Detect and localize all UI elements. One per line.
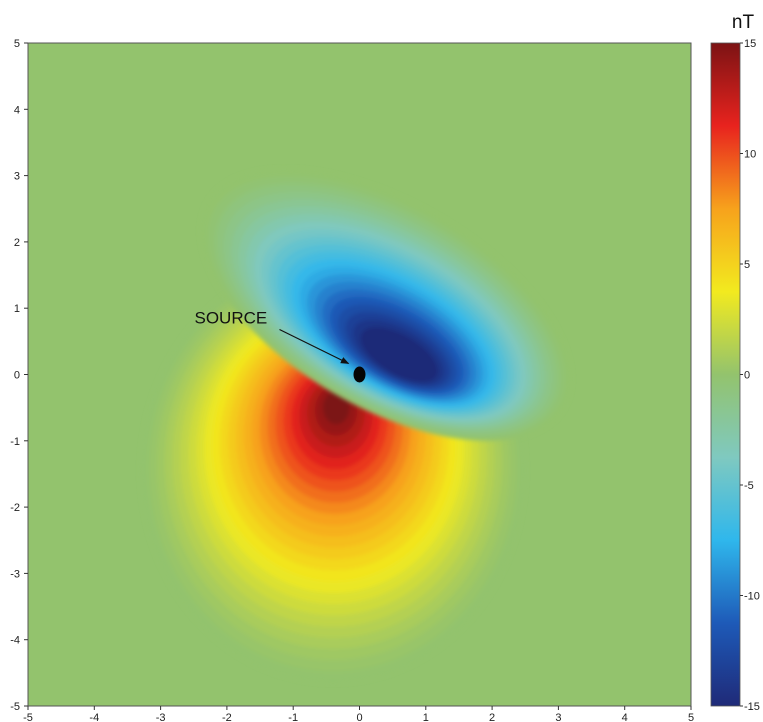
y-tick-label: 0	[14, 370, 20, 382]
colorbar-unit: nT	[732, 12, 755, 33]
y-tick-label: -4	[10, 635, 20, 647]
x-tick-label: 1	[423, 712, 429, 722]
x-tick-label: 4	[622, 712, 628, 722]
colorbar-tick-label: -15	[744, 701, 760, 713]
x-tick-label: -2	[222, 712, 232, 722]
source-label: SOURCE	[195, 309, 268, 328]
source-marker	[353, 366, 366, 383]
plot-area	[27, 42, 692, 707]
y-tick-label: 5	[14, 38, 20, 50]
x-tick-label: -3	[156, 712, 166, 722]
y-tick-label: -2	[10, 502, 20, 514]
colorbar-tick-label: 5	[744, 259, 750, 271]
colorbar-tick-label: -5	[744, 480, 754, 492]
colorbar-tick-label: 15	[744, 38, 756, 50]
negative-lobe	[200, 168, 572, 441]
annotations: SOURCE	[195, 309, 366, 383]
x-tick-label: -4	[89, 712, 99, 722]
colorbar-scale	[710, 42, 741, 707]
source-arrow	[279, 328, 350, 365]
x-tick-label: 5	[688, 712, 694, 722]
colorbar-ticks: 15 10 5 0 -5 -10 -15	[740, 38, 760, 713]
y-tick-label: 4	[14, 104, 20, 116]
x-tick-label: 2	[489, 712, 495, 722]
x-tick-label: -5	[23, 712, 33, 722]
colorbar: 15 10 5 0 -5 -10 -15 nT	[710, 12, 760, 713]
x-tick-label: 3	[555, 712, 561, 722]
y-tick-label: -3	[10, 568, 20, 580]
anomaly-field	[28, 43, 691, 706]
x-axis: -5 -4 -3 -2 -1 0 1 2 3 4 5	[23, 706, 694, 722]
y-tick-label: 2	[14, 237, 20, 249]
y-axis: -5 -4 -3 -2 -1 0 1 2 3 4 5	[10, 38, 28, 713]
x-tick-label: 0	[356, 712, 362, 722]
y-tick-label: -5	[10, 701, 20, 713]
colorbar-tick-label: 0	[744, 370, 750, 382]
colorbar-tick-label: -10	[744, 591, 760, 603]
y-tick-label: 1	[14, 303, 20, 315]
x-tick-label: -1	[288, 712, 298, 722]
colorbar-tick-label: 10	[744, 149, 756, 161]
y-tick-label: -1	[10, 436, 20, 448]
y-tick-label: 3	[14, 171, 20, 183]
